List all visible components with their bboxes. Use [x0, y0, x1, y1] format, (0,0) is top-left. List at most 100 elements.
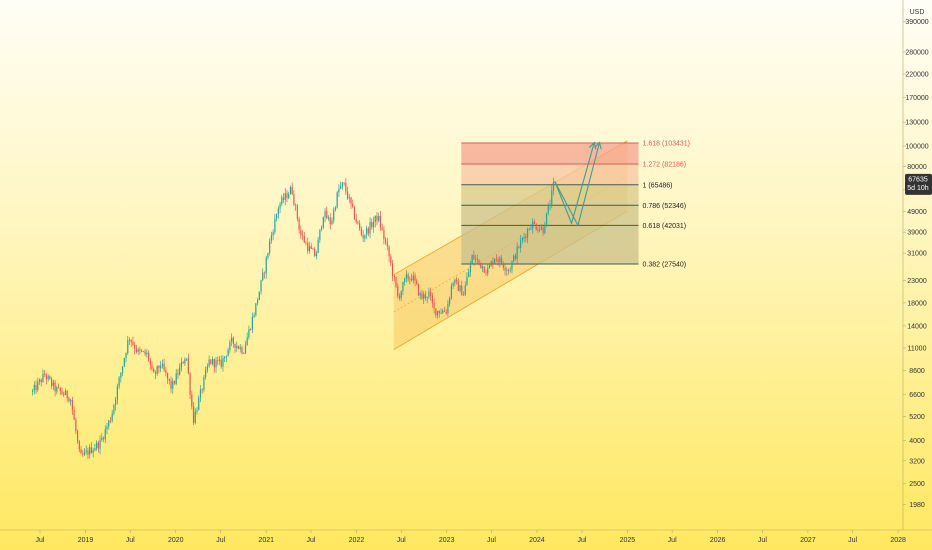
candle-body [185, 358, 188, 360]
candle-body [314, 249, 316, 257]
candle-body [440, 312, 442, 314]
candle-body [338, 188, 340, 193]
candle-body [435, 308, 437, 316]
candle-body [535, 223, 537, 230]
x-tick-label: 2024 [529, 537, 545, 544]
candle-body [275, 214, 278, 219]
candle-body [127, 339, 129, 353]
y-tick-label: 31000 [907, 251, 927, 258]
candle-body [194, 411, 196, 423]
candle-body [511, 261, 513, 270]
candle-body [116, 386, 118, 400]
candle-body [327, 217, 330, 219]
y-tick-label: 220000 [905, 71, 928, 78]
x-tick-label: Jul [397, 537, 406, 544]
candle-body [315, 253, 318, 257]
candle-body [319, 229, 321, 240]
x-tick-label: Jul [487, 537, 496, 544]
candle-body [220, 359, 222, 367]
candle-body [73, 410, 75, 420]
y-tick-label: 14000 [907, 323, 927, 330]
y-tick-label: 49000 [907, 209, 927, 216]
candle-body [168, 378, 170, 381]
y-tick-label: 280000 [905, 49, 928, 56]
candle-body [256, 300, 259, 304]
candle-body [513, 255, 515, 262]
candle-body [544, 226, 546, 233]
candle-body [63, 393, 65, 395]
y-tick-label: 8600 [909, 368, 925, 375]
candle-body [115, 399, 117, 406]
fibonacci-extension: 1.618 (103431) 1.272 (82186) 1 (65486) 0.78… [461, 141, 690, 269]
candle-body [265, 257, 267, 274]
x-tick-label: Jul [306, 537, 315, 544]
candle-body [492, 261, 494, 264]
candle-body [364, 235, 366, 239]
candle-body [471, 255, 473, 264]
candle-body [430, 292, 432, 296]
candle-body [239, 347, 241, 349]
candle-body [383, 229, 385, 240]
candle-body [436, 310, 439, 316]
candle-body [210, 359, 212, 364]
candle-body [282, 197, 285, 200]
candle-body [225, 356, 228, 357]
candle-body [68, 397, 70, 402]
candle-body [120, 372, 122, 378]
candle-body [407, 274, 409, 280]
candle-body [187, 358, 189, 374]
candle-body [537, 229, 539, 231]
candle-body [274, 218, 276, 233]
candle-body [248, 329, 250, 338]
candle-body [317, 239, 319, 254]
candle-body [539, 229, 541, 231]
candle-body [343, 182, 345, 184]
candle-body [227, 349, 229, 357]
candle-body [215, 360, 217, 368]
candle-body [96, 442, 98, 449]
x-tick-label: 2023 [439, 537, 455, 544]
candle-body [533, 221, 536, 224]
candle-body [340, 186, 342, 189]
candle-body [369, 222, 371, 234]
candle-body [270, 235, 273, 241]
candle-body [281, 197, 283, 205]
candle-body [258, 291, 260, 301]
candle-body [109, 420, 112, 422]
last-price-value: 67635 [908, 176, 928, 183]
candle-body [438, 310, 440, 314]
candle-body [428, 292, 430, 297]
candle-body [75, 419, 77, 432]
candle-body [478, 259, 480, 263]
candle-body [525, 236, 527, 238]
projection-path [554, 142, 595, 225]
candle-body [409, 278, 411, 280]
candle-body [182, 361, 184, 364]
candle-body [552, 181, 555, 191]
candle-body [236, 346, 238, 349]
candle-body [42, 373, 44, 383]
candle-body [442, 310, 444, 313]
candle-body [334, 207, 337, 210]
candle-body [449, 298, 451, 304]
candle-body [166, 373, 169, 379]
candle-body [419, 292, 421, 296]
candle-body [250, 329, 252, 331]
candle-body [487, 268, 489, 274]
candle-body [514, 255, 517, 259]
candle-body [82, 453, 84, 455]
candle-body [400, 291, 402, 299]
candle-body [255, 303, 257, 316]
candle-body [222, 358, 224, 367]
candle-body [353, 206, 356, 219]
candle-body [160, 366, 162, 369]
candle-body [445, 311, 447, 314]
candle-body [201, 389, 203, 391]
candle-body [154, 372, 157, 374]
candle-body [372, 222, 375, 228]
candle-body [253, 315, 255, 317]
candle-body [118, 377, 120, 387]
candle-body [516, 246, 518, 259]
candle-body [80, 449, 82, 454]
